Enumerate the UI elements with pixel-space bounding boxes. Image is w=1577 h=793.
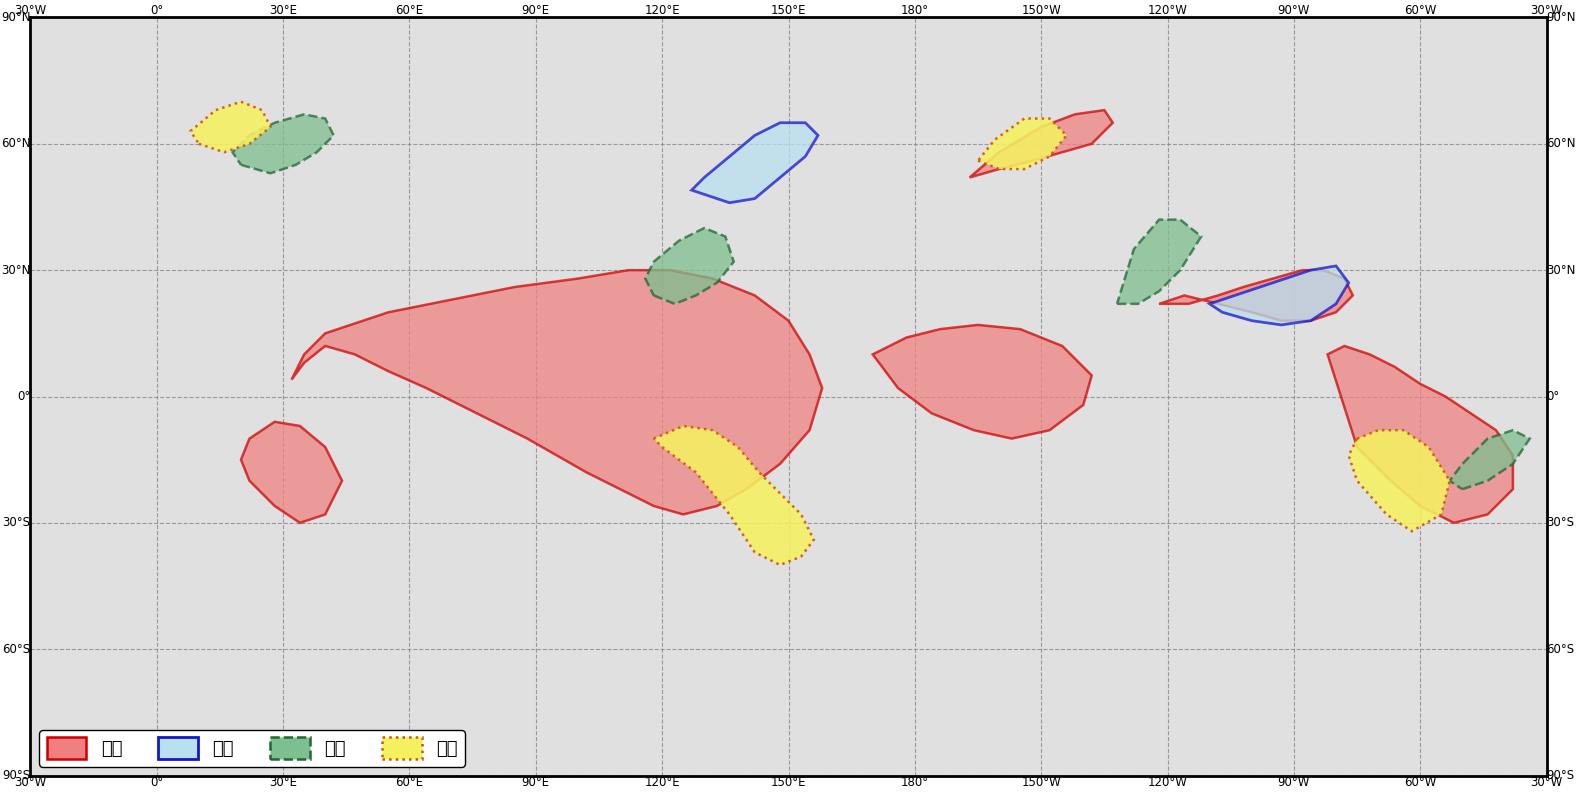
Text: 30°S: 30°S (1547, 516, 1574, 530)
Text: 150°E: 150°E (771, 5, 806, 17)
Text: 60°W: 60°W (1404, 5, 1437, 17)
Polygon shape (1348, 430, 1449, 531)
Text: 60°N: 60°N (1547, 137, 1575, 151)
Text: 120°W: 120°W (1148, 776, 1187, 788)
Text: 60°E: 60°E (396, 776, 424, 788)
Text: 60°N: 60°N (2, 137, 30, 151)
Polygon shape (1210, 266, 1348, 325)
Polygon shape (241, 422, 342, 523)
Polygon shape (872, 325, 1091, 439)
Text: 180°: 180° (900, 5, 929, 17)
Polygon shape (692, 123, 818, 203)
Polygon shape (978, 118, 1066, 169)
Text: 30°W: 30°W (14, 776, 47, 788)
Polygon shape (292, 270, 822, 515)
Text: 0°: 0° (150, 5, 164, 17)
Text: 30°W: 30°W (1530, 776, 1563, 788)
Text: 180°: 180° (900, 776, 929, 788)
Text: 30°W: 30°W (14, 5, 47, 17)
Text: 90°E: 90°E (522, 776, 550, 788)
Text: 60°S: 60°S (2, 642, 30, 656)
Text: 90°N: 90°N (2, 11, 30, 24)
Polygon shape (645, 228, 733, 304)
Text: 30°W: 30°W (1530, 5, 1563, 17)
Legend: 高温, 低温, 多雨, 少雨: 高温, 低温, 多雨, 少雨 (39, 730, 465, 767)
Text: 30°S: 30°S (3, 516, 30, 530)
Text: 150°E: 150°E (771, 776, 806, 788)
Polygon shape (654, 426, 814, 565)
Text: 90°S: 90°S (2, 769, 30, 782)
Text: 90°N: 90°N (1547, 11, 1575, 24)
Text: 30°N: 30°N (1547, 263, 1575, 277)
Polygon shape (1449, 430, 1530, 489)
Text: 60°E: 60°E (396, 5, 424, 17)
Text: 90°W: 90°W (1277, 5, 1310, 17)
Text: 30°E: 30°E (270, 5, 296, 17)
Text: 60°S: 60°S (1547, 642, 1575, 656)
Text: 0°: 0° (150, 776, 164, 788)
Text: 120°W: 120°W (1148, 5, 1187, 17)
Text: 30°E: 30°E (270, 776, 296, 788)
Text: 150°W: 150°W (1022, 5, 1061, 17)
Text: 90°S: 90°S (1547, 769, 1575, 782)
Text: 120°E: 120°E (645, 776, 680, 788)
Polygon shape (970, 110, 1113, 178)
Text: 90°W: 90°W (1277, 776, 1310, 788)
Polygon shape (1328, 346, 1512, 523)
Text: 0°: 0° (17, 390, 30, 403)
Polygon shape (1117, 220, 1202, 304)
Polygon shape (191, 102, 271, 152)
Text: 90°E: 90°E (522, 5, 550, 17)
Polygon shape (232, 114, 334, 174)
Text: 0°: 0° (1547, 390, 1560, 403)
Polygon shape (1159, 270, 1353, 320)
Text: 60°W: 60°W (1404, 776, 1437, 788)
Text: 150°W: 150°W (1022, 776, 1061, 788)
Text: 30°N: 30°N (2, 263, 30, 277)
Text: 120°E: 120°E (645, 5, 680, 17)
